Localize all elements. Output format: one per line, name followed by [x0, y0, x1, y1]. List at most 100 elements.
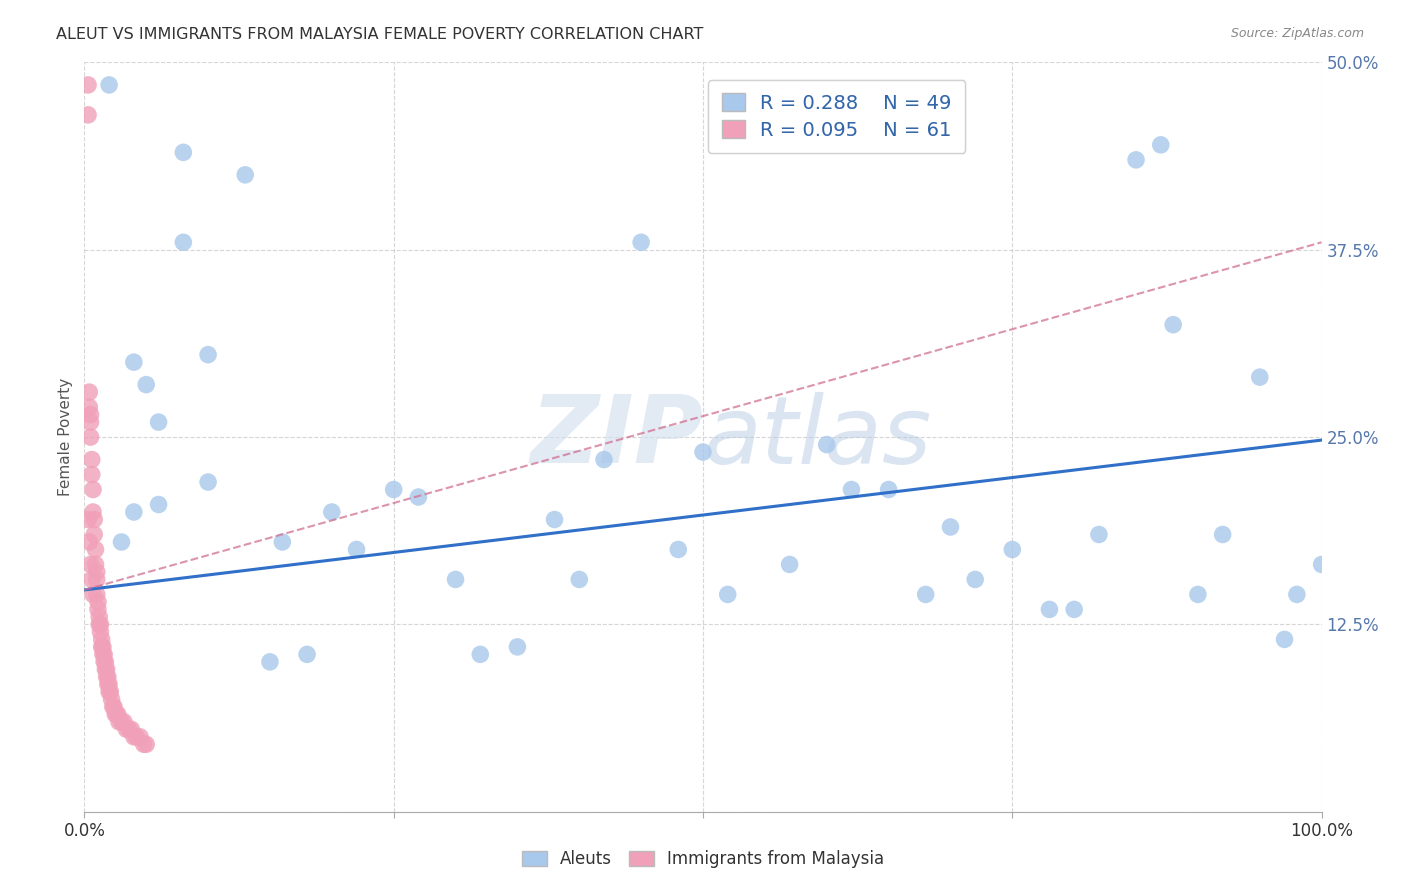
Point	[692, 445, 714, 459]
Point	[80, 467, 103, 482]
Point	[1125, 153, 1147, 167]
Point	[89, 610, 111, 624]
Point	[1285, 587, 1308, 601]
Text: ALEUT VS IMMIGRANTS FROM MALAYSIA FEMALE POVERTY CORRELATION CHART: ALEUT VS IMMIGRANTS FROM MALAYSIA FEMALE…	[56, 27, 703, 42]
Point	[89, 617, 111, 632]
Point	[79, 415, 101, 429]
Point	[77, 512, 100, 526]
Point	[593, 452, 616, 467]
Text: atlas: atlas	[703, 392, 931, 483]
Point	[82, 505, 104, 519]
Point	[135, 377, 157, 392]
Point	[148, 415, 170, 429]
Point	[90, 632, 112, 647]
Point	[105, 707, 128, 722]
Point	[1150, 137, 1173, 152]
Legend: Aleuts, Immigrants from Malaysia: Aleuts, Immigrants from Malaysia	[515, 844, 891, 875]
Point	[77, 108, 100, 122]
Point	[877, 483, 900, 497]
Point	[914, 587, 936, 601]
Point	[100, 692, 122, 706]
Point	[103, 699, 125, 714]
Text: ZIP: ZIP	[530, 391, 703, 483]
Point	[172, 145, 194, 160]
Point	[197, 475, 219, 489]
Point	[87, 602, 110, 616]
Point	[79, 400, 101, 414]
Point	[444, 573, 467, 587]
Point	[1001, 542, 1024, 557]
Point	[120, 723, 142, 737]
Point	[408, 490, 430, 504]
Point	[110, 714, 132, 729]
Point	[94, 655, 117, 669]
Point	[1212, 527, 1234, 541]
Point	[122, 730, 145, 744]
Point	[346, 542, 368, 557]
Point	[470, 648, 492, 662]
Point	[96, 670, 118, 684]
Point	[107, 707, 129, 722]
Point	[89, 617, 111, 632]
Point	[1063, 602, 1085, 616]
Point	[115, 723, 138, 737]
Point	[122, 355, 145, 369]
Point	[84, 542, 107, 557]
Point	[717, 587, 740, 601]
Point	[815, 437, 838, 451]
Point	[89, 624, 111, 639]
Point	[91, 640, 114, 654]
Point	[1274, 632, 1296, 647]
Point	[125, 730, 148, 744]
Point	[79, 535, 101, 549]
Point	[1161, 318, 1184, 332]
Point	[101, 699, 124, 714]
Point	[779, 558, 801, 572]
Point	[97, 677, 120, 691]
Point	[87, 595, 110, 609]
Point	[80, 452, 103, 467]
Point	[543, 512, 565, 526]
Point	[79, 430, 101, 444]
Point	[148, 498, 170, 512]
Point	[98, 677, 121, 691]
Point	[82, 587, 104, 601]
Point	[122, 505, 145, 519]
Point	[233, 168, 256, 182]
Point	[630, 235, 652, 250]
Point	[84, 558, 107, 572]
Point	[939, 520, 962, 534]
Point	[97, 670, 120, 684]
Point	[382, 483, 405, 497]
Legend: R = 0.288    N = 49, R = 0.095    N = 61: R = 0.288 N = 49, R = 0.095 N = 61	[709, 79, 966, 153]
Point	[965, 573, 987, 587]
Point	[132, 737, 155, 751]
Point	[666, 542, 689, 557]
Point	[1187, 587, 1209, 601]
Point	[506, 640, 529, 654]
Point	[93, 655, 115, 669]
Point	[98, 78, 121, 92]
Point	[841, 483, 863, 497]
Point	[77, 78, 100, 92]
Point	[79, 385, 101, 400]
Point	[1249, 370, 1271, 384]
Point	[172, 235, 194, 250]
Point	[82, 483, 104, 497]
Point	[80, 573, 103, 587]
Point	[1310, 558, 1333, 572]
Y-axis label: Female Poverty: Female Poverty	[58, 378, 73, 496]
Point	[118, 723, 141, 737]
Point	[79, 558, 101, 572]
Point	[271, 535, 294, 549]
Point	[94, 662, 117, 676]
Point	[112, 714, 135, 729]
Point	[321, 505, 343, 519]
Point	[86, 587, 108, 601]
Point	[259, 655, 281, 669]
Text: Source: ZipAtlas.com: Source: ZipAtlas.com	[1230, 27, 1364, 40]
Point	[83, 527, 105, 541]
Point	[91, 648, 114, 662]
Point	[98, 685, 121, 699]
Point	[295, 648, 318, 662]
